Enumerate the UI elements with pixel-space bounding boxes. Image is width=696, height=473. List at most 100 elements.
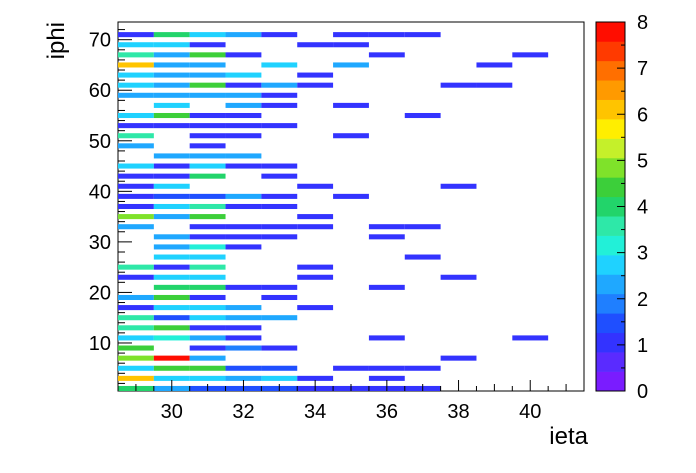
- color-scale-swatch: [596, 332, 625, 353]
- color-scale-swatch: [596, 60, 625, 81]
- heatmap-cell: [153, 183, 190, 189]
- heatmap-cell: [153, 52, 190, 58]
- heatmap-cell: [153, 62, 190, 68]
- heatmap-cell: [261, 345, 298, 351]
- heatmap-cell: [153, 335, 190, 341]
- x-tick-label: 40: [519, 401, 541, 423]
- heatmap-cell: [261, 82, 298, 88]
- heatmap-cell: [297, 274, 334, 280]
- heatmap-cell: [153, 112, 190, 119]
- x-tick-label: 38: [447, 401, 469, 423]
- heatmap-cell: [225, 193, 262, 199]
- y-tick-label: 20: [89, 282, 111, 304]
- heatmap-cell: [440, 183, 477, 189]
- heatmap-cell: [225, 284, 262, 290]
- heatmap-cell: [261, 92, 298, 98]
- y-tick-label: 60: [89, 80, 111, 102]
- color-scale-label: 7: [637, 58, 648, 80]
- heatmap-cell: [189, 375, 226, 381]
- heatmap-cell: [118, 163, 154, 169]
- heatmap-cell: [476, 62, 513, 68]
- heatmap-cell: [189, 325, 226, 331]
- heatmap-cell: [225, 305, 262, 311]
- heatmap-cell: [189, 244, 226, 250]
- heatmap-cell: [153, 325, 190, 331]
- heatmap-cell: [261, 294, 298, 301]
- heatmap-cell: [118, 305, 154, 311]
- heatmap-cell: [118, 214, 154, 220]
- heatmap-cell: [297, 264, 334, 270]
- color-scale-label: 1: [637, 335, 648, 357]
- heatmap-cell: [189, 153, 226, 159]
- heatmap-cell: [225, 153, 262, 159]
- heatmap-cell: [118, 112, 154, 119]
- heatmap-cell: [153, 153, 190, 159]
- color-scale-swatch: [596, 352, 625, 372]
- color-scale-swatch: [596, 216, 625, 236]
- x-tick-label: 36: [376, 401, 398, 423]
- heatmap-cell: [118, 133, 154, 139]
- heatmap-cell: [189, 315, 226, 321]
- heatmap-cell: [189, 305, 226, 311]
- heatmap-cell: [118, 335, 154, 341]
- heatmap-cell: [118, 72, 154, 78]
- color-scale-swatch: [596, 177, 625, 198]
- heatmap-cell: [189, 234, 226, 240]
- heatmap-cell: [225, 365, 262, 371]
- heatmap-cell: [153, 284, 190, 290]
- heatmap-cell: [261, 123, 298, 129]
- heatmap-cell: [225, 375, 262, 381]
- heatmap-cell: [404, 254, 441, 260]
- heatmap-cell: [225, 112, 262, 119]
- color-scale-swatch: [596, 274, 625, 295]
- color-scale-swatch: [596, 22, 625, 42]
- heatmap-cell: [118, 274, 154, 280]
- heatmap-cell: [368, 52, 405, 58]
- heatmap-cell: [404, 32, 441, 38]
- x-axis-label: ieta: [549, 423, 588, 450]
- heatmap-cell: [189, 294, 226, 301]
- y-tick-label: 50: [89, 131, 111, 153]
- color-scale-label: 5: [637, 150, 648, 172]
- heatmap-cell: [297, 183, 334, 189]
- heatmap-cell: [333, 32, 369, 38]
- heatmap-cell: [189, 193, 226, 199]
- heatmap-cell: [153, 264, 190, 270]
- heatmap-cell: [261, 203, 298, 210]
- color-scale-swatch: [596, 99, 625, 120]
- heatmap-cell: [189, 284, 226, 290]
- heatmap-cell: [189, 72, 226, 78]
- heatmap-cell: [297, 305, 334, 311]
- heatmap-cell: [118, 82, 154, 88]
- color-scale-label: 2: [637, 289, 648, 311]
- heatmap-cell: [225, 203, 262, 210]
- heatmap-cell: [153, 305, 190, 311]
- heatmap-cell: [333, 62, 369, 68]
- heatmap-cell: [261, 284, 298, 290]
- heatmap-cell: [225, 82, 262, 88]
- heatmap-cell: [297, 224, 334, 230]
- heatmap-cell: [153, 203, 190, 210]
- heatmap-cell: [189, 335, 226, 341]
- heatmap-cell: [189, 355, 226, 361]
- color-scale-swatch: [596, 41, 625, 62]
- color-scale-swatch: [596, 235, 625, 256]
- heatmap-cell: [225, 32, 262, 38]
- heatmap-cell: [297, 375, 334, 381]
- heatmap-cell: [261, 193, 298, 199]
- heatmap-cell: [261, 102, 298, 108]
- heatmap-cell: [297, 82, 334, 88]
- color-scale-swatch: [596, 196, 625, 217]
- heatmap-cell: [153, 315, 190, 321]
- heatmap-cell: [368, 32, 405, 38]
- x-tick-label: 32: [232, 401, 254, 423]
- color-scale: 0 1 2 3 4 5 6 7 8: [595, 12, 648, 403]
- heatmap-cell: [440, 274, 477, 280]
- heatmap-cell: [189, 274, 226, 280]
- heatmap-cell: [189, 163, 226, 169]
- heatmap-cell: [189, 264, 226, 270]
- heatmap-cell: [404, 365, 441, 371]
- heatmap-cell: [153, 365, 190, 371]
- heatmap-cell: [404, 224, 441, 230]
- heatmap-cell: [118, 315, 154, 321]
